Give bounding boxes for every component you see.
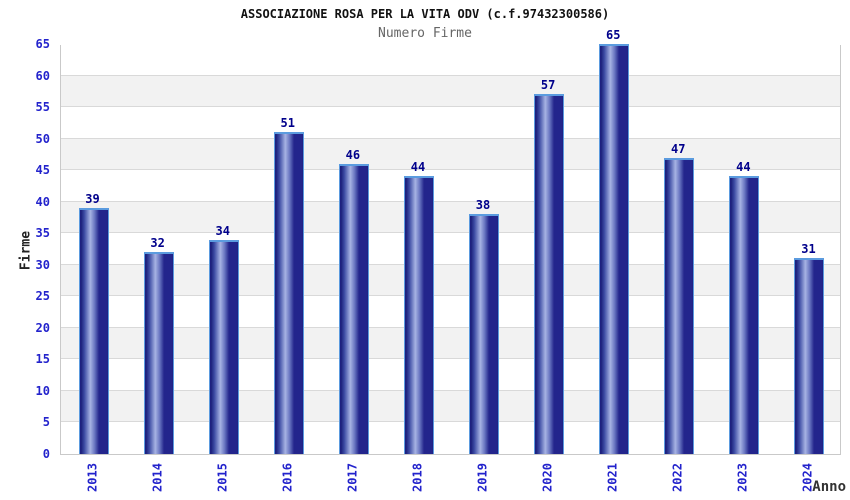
y-tick-label: 40 bbox=[35, 194, 50, 209]
bar-2017 bbox=[338, 163, 369, 454]
bar-value-label: 31 bbox=[801, 242, 816, 257]
plot-band bbox=[61, 327, 840, 360]
x-tick-label: 2022 bbox=[670, 463, 685, 492]
y-tick-label: 65 bbox=[35, 37, 50, 51]
bar-value-label: 32 bbox=[150, 236, 165, 251]
bar-value-label: 34 bbox=[215, 223, 230, 238]
y-tick-label: 15 bbox=[35, 352, 50, 367]
gridline bbox=[61, 263, 840, 265]
bar-2016 bbox=[273, 132, 304, 454]
gridline bbox=[61, 137, 840, 139]
plot-band bbox=[61, 138, 840, 171]
gridline bbox=[61, 421, 840, 423]
gridline bbox=[61, 295, 840, 297]
bar-value-label: 65 bbox=[605, 28, 621, 42]
y-tick-label: 25 bbox=[35, 289, 50, 304]
bar-value-label: 44 bbox=[410, 160, 426, 175]
plot-band bbox=[61, 264, 840, 297]
bar-2021 bbox=[599, 44, 630, 454]
y-tick-label: 35 bbox=[35, 226, 50, 241]
plot-band bbox=[61, 390, 840, 423]
x-tick-label: 2013 bbox=[85, 463, 100, 492]
y-tick-label: 5 bbox=[42, 415, 50, 430]
y-tick-label: 45 bbox=[35, 163, 50, 178]
x-tick-label: 2016 bbox=[280, 463, 295, 492]
x-tick-label: 2018 bbox=[410, 463, 425, 492]
x-tick-label: 2015 bbox=[215, 463, 230, 492]
bar-2013 bbox=[78, 208, 109, 454]
chart-title: ASSOCIAZIONE ROSA PER LA VITA ODV (c.f.9… bbox=[240, 7, 610, 21]
plot-band bbox=[61, 107, 840, 139]
gridline bbox=[61, 74, 840, 76]
plot-band bbox=[61, 201, 840, 234]
plot-area bbox=[60, 44, 841, 455]
bar-2019 bbox=[469, 214, 500, 454]
y-tick-label: 60 bbox=[35, 68, 50, 83]
bar-value-label: 38 bbox=[475, 198, 491, 213]
gridline bbox=[61, 358, 840, 360]
x-axis-title: Anno bbox=[812, 479, 846, 495]
y-tick-label: 30 bbox=[35, 257, 50, 272]
plot-band bbox=[61, 44, 840, 76]
y-tick-label: 50 bbox=[35, 131, 50, 146]
y-tick-label: 20 bbox=[35, 320, 50, 335]
bar-value-label: 39 bbox=[85, 192, 100, 206]
y-tick-label: 0 bbox=[42, 447, 50, 461]
bar-2020 bbox=[534, 94, 565, 454]
gridline bbox=[61, 389, 840, 391]
chart-subtitle: Numero Firme bbox=[378, 26, 472, 41]
plot-band bbox=[61, 170, 840, 202]
plot-band bbox=[61, 233, 840, 265]
y-tick-label: 55 bbox=[35, 100, 50, 115]
x-tick-label: 2020 bbox=[540, 463, 555, 492]
gridline bbox=[61, 232, 840, 234]
y-tick-label: 10 bbox=[35, 383, 50, 398]
bar-2018 bbox=[403, 176, 434, 454]
x-tick-label: 2019 bbox=[475, 463, 490, 492]
x-tick-label: 2021 bbox=[605, 463, 620, 492]
gridline bbox=[61, 326, 840, 328]
bar-value-label: 57 bbox=[540, 78, 556, 93]
x-tick-label: 2014 bbox=[150, 463, 165, 492]
x-tick-label: 2017 bbox=[345, 463, 360, 492]
plot-band bbox=[61, 422, 840, 454]
plot-band bbox=[61, 75, 840, 108]
bar-value-label: 46 bbox=[345, 147, 361, 162]
bar-value-label: 47 bbox=[671, 141, 686, 156]
bar-value-label: 51 bbox=[280, 116, 295, 131]
bar-2022 bbox=[664, 157, 695, 454]
bar-2015 bbox=[208, 239, 239, 454]
plot-band bbox=[61, 296, 840, 328]
gridline bbox=[61, 169, 840, 171]
bar-value-label: 44 bbox=[736, 160, 751, 175]
bar-2014 bbox=[143, 252, 174, 454]
gridline bbox=[61, 200, 840, 202]
plot-band bbox=[61, 359, 840, 391]
gridline bbox=[61, 106, 840, 108]
x-tick-label: 2023 bbox=[735, 463, 750, 492]
bar-2024 bbox=[794, 258, 825, 454]
bar-2023 bbox=[729, 176, 760, 454]
x-tick-label: 2024 bbox=[800, 463, 815, 492]
